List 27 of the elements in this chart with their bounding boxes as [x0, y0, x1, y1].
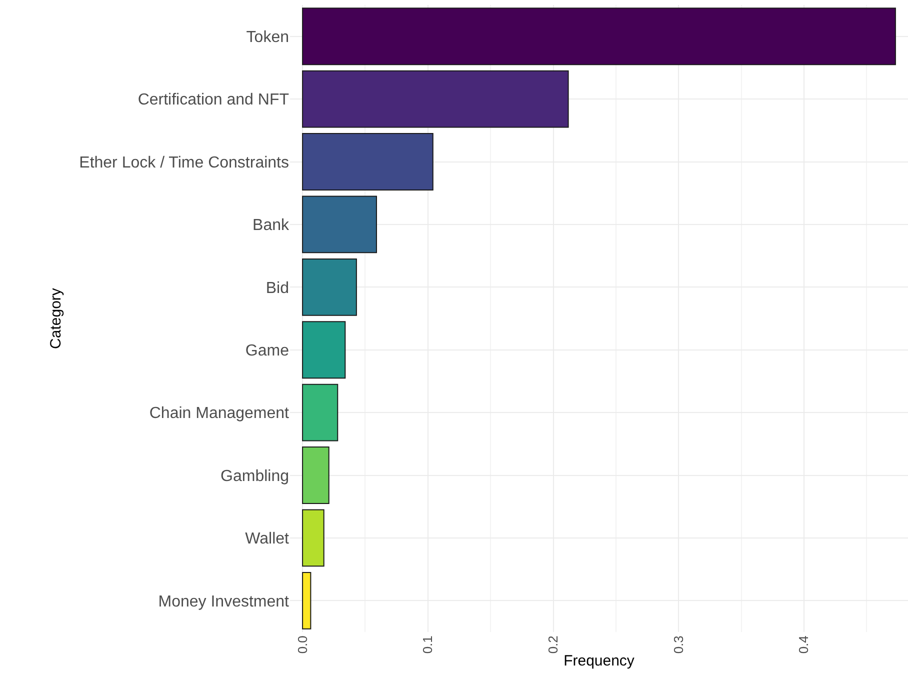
y-tick-label: Chain Management [149, 405, 290, 422]
bar [302, 196, 377, 254]
bar [302, 384, 338, 442]
x-tick-label: 0.3 [670, 636, 686, 654]
y-tick-label: Wallet [245, 530, 290, 548]
x-tick-label: 0.0 [294, 636, 310, 654]
y-tick-label: Certification and NFT [138, 92, 290, 109]
y-tick-label: Game [245, 342, 290, 360]
y-tick-label: Bid [266, 280, 289, 297]
y-tick-label: Token [246, 28, 289, 46]
y-axis-title: Category [47, 288, 64, 349]
bar [302, 70, 569, 128]
x-axis-title: Frequency [564, 652, 635, 670]
y-tick-label: Ether Lock / Time Constraints [79, 154, 289, 172]
bar [302, 258, 357, 316]
bar [302, 446, 330, 504]
y-tick-label: Bank [252, 217, 290, 234]
x-tick-label: 0.1 [420, 636, 436, 654]
bar [302, 572, 312, 630]
bar [302, 509, 324, 567]
x-tick-label: 0.2 [545, 636, 560, 654]
y-tick-label: Money Investment [158, 593, 290, 610]
bar [302, 133, 434, 190]
bar [302, 8, 896, 66]
bar [302, 321, 346, 379]
y-tick-label: Gambling [220, 468, 289, 485]
x-tick-label: 0.4 [796, 636, 812, 654]
